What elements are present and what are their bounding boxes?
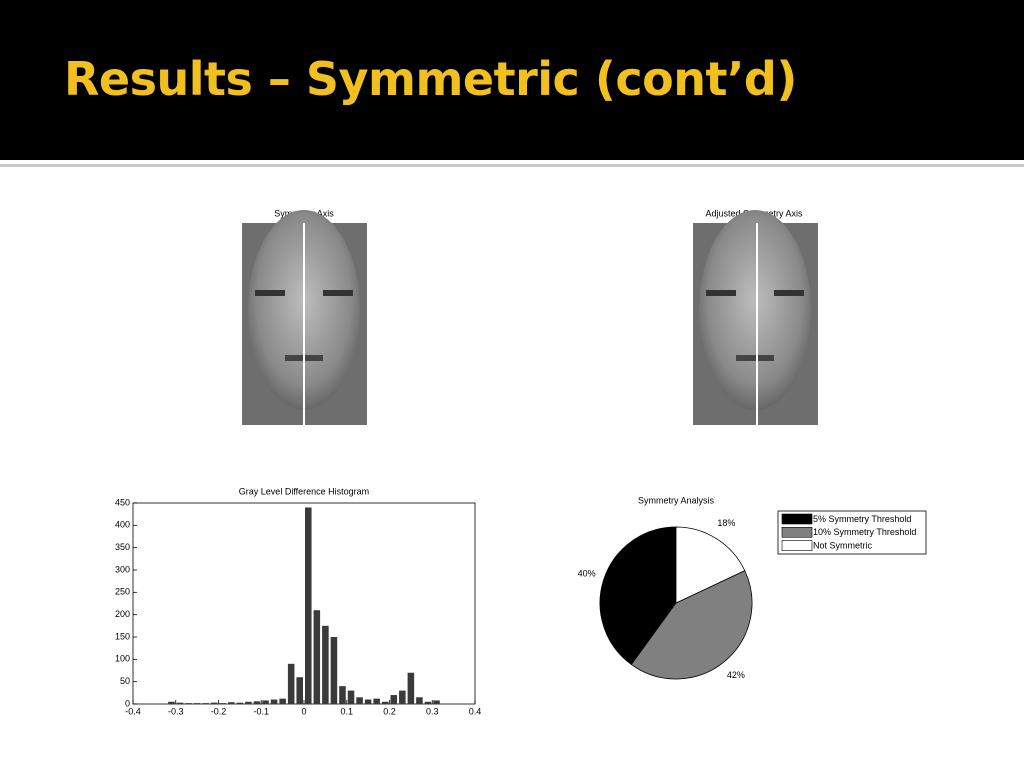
x-tick-label: 0.3 — [426, 706, 439, 716]
bar — [424, 701, 432, 704]
x-tick-label: -0.1 — [253, 706, 269, 716]
plot-frame — [132, 502, 476, 705]
x-tick-label: 0 — [301, 706, 306, 716]
bar — [279, 698, 286, 704]
x-tick-label: 0.2 — [383, 706, 396, 716]
bar — [270, 699, 278, 704]
bar — [381, 701, 389, 704]
pie-slice — [675, 526, 746, 604]
y-tick-label: 450 — [115, 497, 130, 507]
bar — [313, 610, 321, 704]
bar — [236, 702, 244, 704]
value-label: 42% — [727, 670, 745, 680]
bar — [416, 697, 423, 704]
y-tick-label: 250 — [115, 587, 130, 597]
y-tick-label: 50 — [120, 676, 130, 686]
value-label: 18% — [717, 518, 735, 528]
bar — [253, 701, 261, 704]
bar — [356, 697, 363, 704]
header: Results – Symmetric (cont’d) — [0, 0, 1024, 160]
y-tick-label: 200 — [115, 609, 130, 619]
y-tick-label: 100 — [115, 654, 130, 664]
value-label: 40% — [578, 568, 596, 578]
legend-swatch — [781, 526, 813, 538]
bar — [219, 703, 227, 704]
bar — [296, 677, 303, 704]
bar — [262, 700, 269, 704]
bar — [330, 637, 338, 704]
x-tick-label: -0.3 — [168, 706, 184, 716]
x-tick-label: -0.4 — [125, 706, 141, 716]
chart-title: Symmetry Analysis — [638, 495, 715, 505]
legend-swatch — [781, 540, 813, 551]
bar — [305, 507, 312, 704]
face-image — [242, 210, 367, 425]
divider — [0, 164, 1024, 167]
x-tick-label: 0.4 — [469, 706, 482, 716]
bar — [168, 701, 175, 704]
y-tick-label: 400 — [115, 520, 130, 530]
legend-swatch — [781, 513, 813, 525]
bar — [228, 702, 235, 704]
chart-title: Gray Level Difference Histogram — [239, 486, 369, 496]
legend-label: 10% Symmetry Threshold — [813, 527, 916, 537]
x-tick-label: -0.2 — [211, 706, 227, 716]
bar — [390, 695, 398, 704]
bar — [399, 690, 406, 704]
bar — [407, 672, 415, 704]
bar — [347, 690, 355, 704]
bar — [373, 698, 380, 704]
bar — [322, 625, 329, 704]
bar — [193, 703, 201, 704]
bar — [210, 702, 218, 704]
legend-label: Not Symmetric — [813, 540, 873, 550]
y-tick-label: 150 — [115, 631, 130, 641]
face-image — [693, 210, 818, 425]
pie-slice — [630, 570, 753, 680]
y-tick-label: 350 — [115, 542, 130, 552]
slide-title: Results – Symmetric (cont’d) — [64, 52, 797, 106]
bar — [245, 701, 252, 704]
bar — [364, 699, 372, 704]
legend-label: 5% Symmetry Threshold — [813, 514, 911, 524]
bar — [202, 703, 209, 704]
bar — [185, 703, 192, 704]
y-tick-label: 300 — [115, 564, 130, 574]
pie-slice — [599, 526, 677, 666]
bar — [339, 686, 346, 704]
x-tick-label: 0.1 — [340, 706, 353, 716]
bar — [176, 702, 184, 704]
bar — [287, 663, 295, 704]
bar — [433, 700, 440, 704]
y-tick-label: 0 — [125, 698, 130, 708]
